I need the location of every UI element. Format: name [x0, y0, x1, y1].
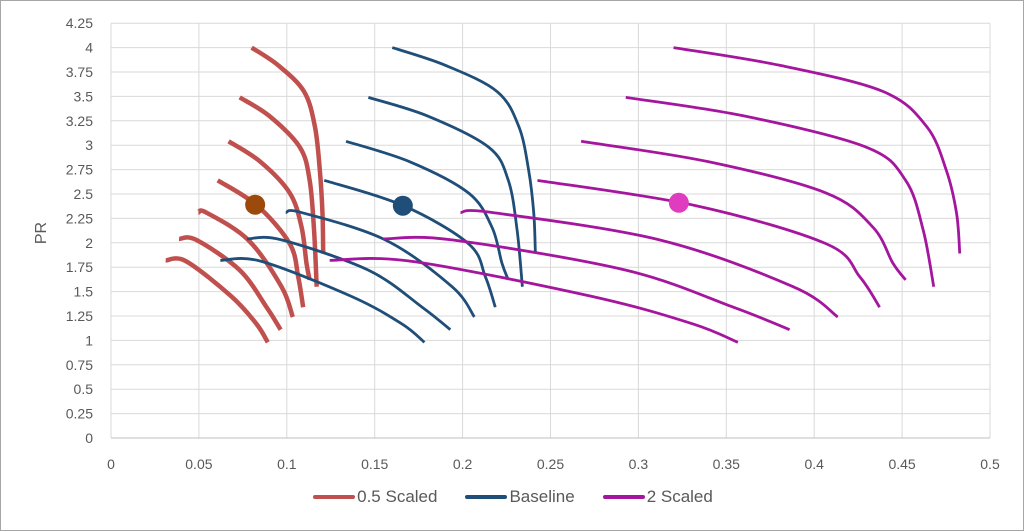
speed-line-0-5-scaled	[250, 45, 326, 254]
speed-line-2-scaled	[383, 235, 791, 331]
speed-line-2-scaled	[460, 209, 839, 319]
legend-item-baseline: Baseline	[465, 487, 575, 507]
y-tick-label: 4	[85, 40, 93, 56]
speed-line-baseline	[391, 46, 537, 254]
legend-swatch	[313, 495, 356, 499]
series-curves	[165, 45, 962, 344]
y-tick-label: 0.25	[66, 406, 93, 422]
speed-line-2-scaled	[625, 95, 936, 287]
speed-line-baseline	[247, 235, 452, 331]
y-tick-label: 2.25	[66, 210, 93, 226]
x-tick-label: 0.15	[361, 456, 388, 472]
y-tick-label: 3	[85, 137, 93, 153]
y-tick-label: 2.5	[74, 186, 94, 202]
speed-line-0-5-scaled	[178, 235, 283, 331]
x-tick-label: 0.45	[888, 456, 915, 472]
speed-line-2-scaled	[580, 139, 907, 281]
speed-line-2-scaled	[673, 46, 962, 254]
y-tick-label: 0	[85, 430, 93, 446]
y-tick-label: 3.75	[66, 64, 93, 80]
operating-point-marker	[245, 194, 266, 215]
y-tick-label: 1.25	[66, 308, 93, 324]
speed-line-baseline	[220, 257, 426, 344]
legend-swatch	[602, 495, 645, 499]
legend-label: 2 Scaled	[646, 487, 713, 506]
y-axis-label: PR	[33, 222, 50, 244]
x-tick-label: 0.05	[185, 456, 212, 472]
y-tick-label: 1	[85, 332, 93, 348]
gridlines	[110, 22, 991, 439]
x-tick-label: 0.25	[537, 456, 564, 472]
y-tick-label: 1.5	[74, 284, 94, 300]
speed-line-0-5-scaled	[238, 95, 319, 287]
y-tick-label: 3.5	[74, 88, 94, 104]
speed-line-0-5-scaled	[227, 139, 312, 281]
speed-line-2-scaled	[537, 178, 881, 308]
tick-labels: 0 0.25 0.5 0.75 1 1.25 1.5 1.75 2 2.25 2.5 2.75 3 3.2…	[66, 15, 1000, 472]
x-tick-label: 0.2	[453, 456, 473, 472]
operating-point-markers	[245, 192, 689, 216]
operating-point-marker	[392, 195, 413, 216]
x-tick-label: 0.4	[804, 456, 824, 472]
speed-line-2-scaled	[329, 257, 739, 344]
operating-point-marker	[668, 192, 689, 213]
legend-swatch	[465, 495, 508, 499]
legend: 0.5 Scaled Baseline 2 Scaled	[1, 487, 1024, 507]
x-tick-label: 0.35	[713, 456, 740, 472]
y-tick-label: 2.75	[66, 162, 93, 178]
y-tick-label: 0.75	[66, 357, 93, 373]
speed-line-baseline	[345, 139, 510, 281]
legend-item-2-scaled: 2 Scaled	[602, 487, 713, 507]
legend-label: 0.5 Scaled	[357, 487, 438, 506]
y-tick-label: 2	[85, 235, 93, 251]
speed-line-baseline	[367, 96, 524, 287]
y-tick-label: 4.25	[66, 15, 93, 31]
legend-item-0.5-scaled: 0.5 Scaled	[313, 487, 437, 507]
x-tick-label: 0.3	[629, 456, 649, 472]
y-tick-label: 0.5	[74, 381, 94, 397]
y-tick-label: 3.25	[66, 113, 93, 129]
x-tick-label: 0	[107, 456, 115, 472]
x-tick-label: 0.5	[980, 456, 1000, 472]
speed-line-0-5-scaled	[165, 256, 270, 344]
legend-label: Baseline	[509, 487, 575, 506]
x-tick-label: 0.1	[277, 456, 297, 472]
y-tick-label: 1.75	[66, 259, 93, 275]
speed-line-0-5-scaled	[216, 178, 306, 308]
